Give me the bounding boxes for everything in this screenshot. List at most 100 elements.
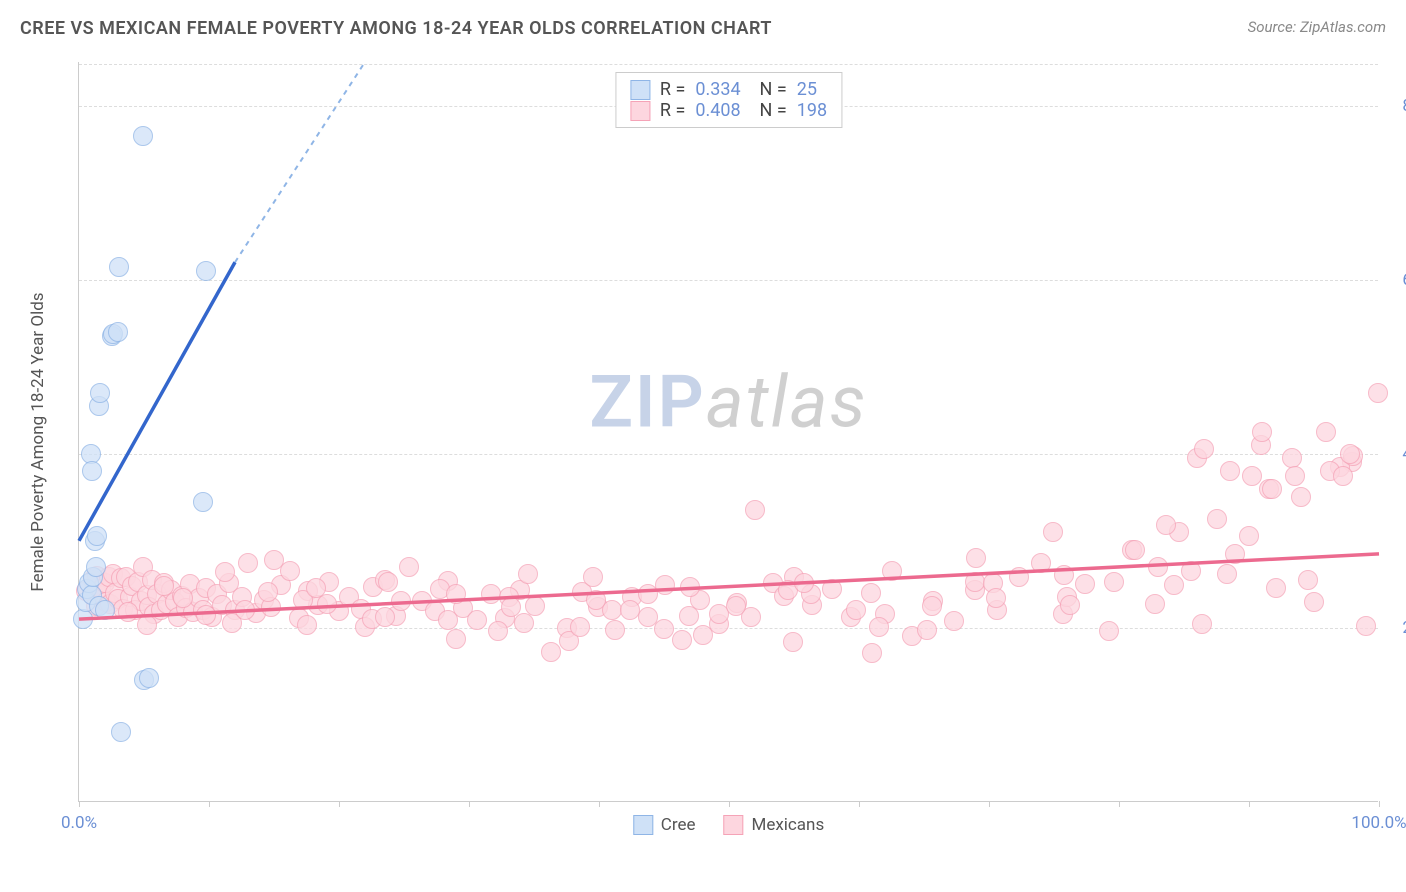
watermark: ZIPatlas (589, 359, 867, 444)
data-point (139, 668, 159, 688)
data-point (1225, 544, 1245, 564)
n-label: N = (751, 79, 787, 100)
x-tick (339, 801, 340, 807)
data-point (620, 600, 640, 620)
gridline (79, 628, 1378, 629)
data-point (1043, 522, 1063, 542)
trend-lines (79, 62, 1378, 801)
swatch-cree-bottom (633, 815, 653, 835)
data-point (399, 557, 419, 577)
data-point (1304, 592, 1324, 612)
data-point (672, 630, 692, 650)
data-point (438, 610, 458, 630)
series-name-mexicans: Mexicans (751, 815, 824, 835)
data-point (1104, 572, 1124, 592)
data-point (1285, 466, 1305, 486)
data-point (1217, 564, 1237, 584)
data-point (297, 615, 317, 635)
y-tick-label: 60.0% (1402, 270, 1406, 290)
data-point (1252, 422, 1272, 442)
legend-item-mexicans: Mexicans (723, 815, 824, 835)
y-tick-label: 20.0% (1402, 618, 1406, 638)
x-tick (989, 801, 990, 807)
data-point (869, 617, 889, 637)
data-point (822, 579, 842, 599)
data-point (986, 588, 1006, 608)
n-label: N = (751, 100, 787, 121)
data-point (1291, 487, 1311, 507)
data-point (193, 492, 213, 512)
data-point (1054, 565, 1074, 585)
data-point (90, 383, 110, 403)
data-point (693, 625, 713, 645)
data-point (95, 600, 115, 620)
data-point (846, 600, 866, 620)
legend-row-cree: R = 0.334 N = 25 (630, 79, 827, 100)
r-label: R = (660, 79, 685, 100)
data-point (679, 606, 699, 626)
trend-line-cree-dashed (235, 62, 365, 262)
data-point (1333, 466, 1353, 486)
x-tick (469, 801, 470, 807)
data-point (109, 257, 129, 277)
data-point (391, 591, 411, 611)
data-point (481, 584, 501, 604)
data-point (1009, 567, 1029, 587)
data-point (1316, 422, 1336, 442)
data-point (1075, 574, 1095, 594)
data-point (118, 602, 138, 622)
y-tick-label: 40.0% (1402, 444, 1406, 464)
data-point (258, 582, 278, 602)
data-point (111, 722, 131, 742)
data-point (196, 261, 216, 281)
data-point (654, 619, 674, 639)
data-point (518, 564, 538, 584)
data-point (745, 500, 765, 520)
data-point (215, 562, 235, 582)
gridline (79, 280, 1378, 281)
x-tick (729, 801, 730, 807)
data-point (726, 596, 746, 616)
swatch-mexicans-bottom (723, 815, 743, 835)
data-point (82, 461, 102, 481)
data-point (882, 561, 902, 581)
data-point (1194, 439, 1214, 459)
data-point (173, 588, 193, 608)
data-point (264, 550, 284, 570)
data-point (944, 611, 964, 631)
data-point (378, 572, 398, 592)
data-point (1148, 557, 1168, 577)
data-point (306, 578, 326, 598)
x-tick (599, 801, 600, 807)
data-point (1368, 383, 1388, 403)
watermark-atlas: atlas (706, 359, 868, 444)
data-point (1060, 595, 1080, 615)
data-point (446, 629, 466, 649)
data-point (1125, 540, 1145, 560)
data-point (862, 643, 882, 663)
data-point (1192, 614, 1212, 634)
data-point (861, 583, 881, 603)
data-point (966, 548, 986, 568)
data-point (783, 632, 803, 652)
data-point (1298, 570, 1318, 590)
gridline (79, 64, 1378, 65)
y-axis-title: Female Poverty Among 18-24 Year Olds (28, 292, 48, 591)
data-point (235, 600, 255, 620)
data-point (1207, 509, 1227, 529)
swatch-cree (630, 80, 650, 100)
data-point (586, 590, 606, 610)
data-point (446, 584, 466, 604)
legend-item-cree: Cree (633, 815, 696, 835)
x-tick-label: 100.0% (1351, 813, 1406, 833)
data-point (638, 584, 658, 604)
data-point (514, 613, 534, 633)
data-point (1164, 575, 1184, 595)
r-label: R = (660, 100, 685, 121)
data-point (238, 553, 258, 573)
data-point (1356, 616, 1376, 636)
series-name-cree: Cree (661, 815, 696, 835)
n-value-mexicans: 198 (797, 100, 827, 121)
data-point (1181, 561, 1201, 581)
data-point (86, 557, 106, 577)
